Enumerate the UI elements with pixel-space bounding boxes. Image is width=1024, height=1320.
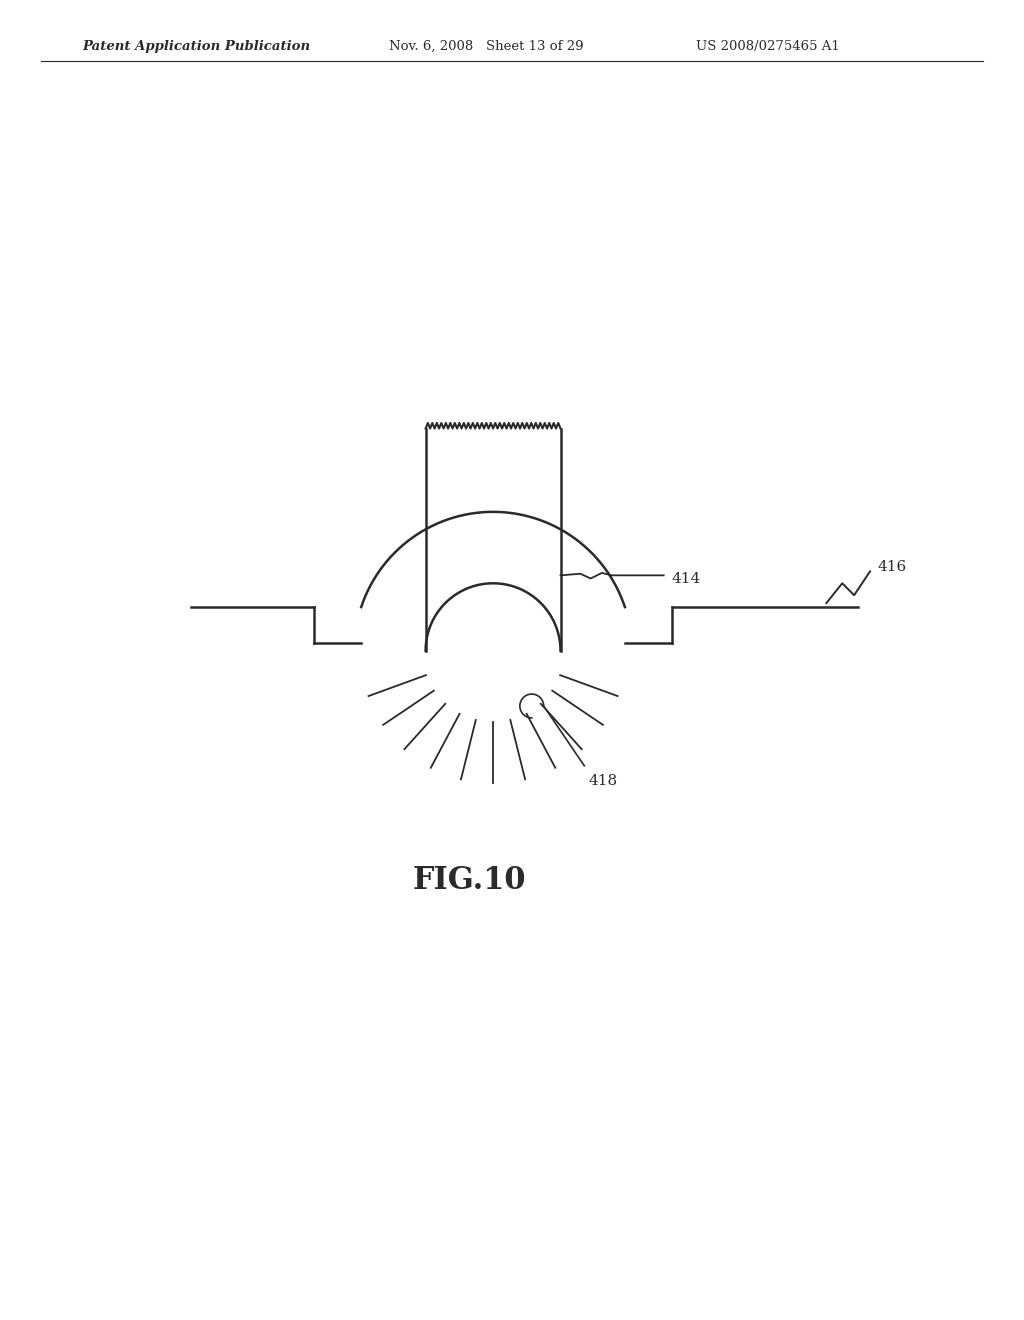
Text: Patent Application Publication: Patent Application Publication (82, 40, 310, 53)
Text: FIG.10: FIG.10 (413, 865, 526, 896)
Text: 418: 418 (588, 774, 617, 788)
Text: Nov. 6, 2008   Sheet 13 of 29: Nov. 6, 2008 Sheet 13 of 29 (389, 40, 584, 53)
Text: 414: 414 (672, 573, 700, 586)
Text: 416: 416 (878, 561, 907, 574)
Text: US 2008/0275465 A1: US 2008/0275465 A1 (696, 40, 840, 53)
